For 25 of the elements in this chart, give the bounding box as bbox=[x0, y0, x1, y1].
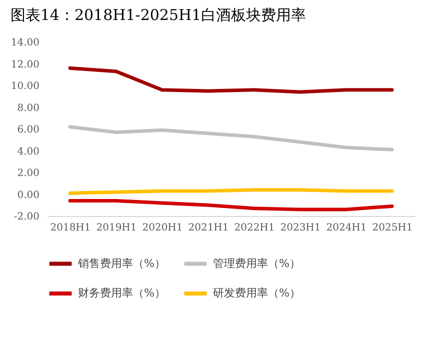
x-tick-label: 2020H1 bbox=[142, 222, 183, 234]
legend-label: 销售费用率（%） bbox=[77, 256, 166, 270]
y-tick-label: 10.00 bbox=[10, 81, 40, 92]
line-series bbox=[68, 199, 394, 212]
legend-label: 研发费用率（%） bbox=[213, 286, 300, 300]
y-tick-label: 4.00 bbox=[17, 146, 40, 158]
x-tick-label: 2021H1 bbox=[188, 222, 229, 234]
y-tick-label: 14.00 bbox=[10, 38, 40, 48]
legend-label: 管理费用率（%） bbox=[213, 256, 300, 270]
x-tick-label: 2022H1 bbox=[234, 222, 275, 234]
x-tick-label: 2025H1 bbox=[372, 222, 413, 234]
x-tick-label: 2018H1 bbox=[50, 222, 91, 234]
x-tick-label: 2019H1 bbox=[96, 222, 137, 234]
line-series bbox=[68, 66, 394, 94]
line-series bbox=[68, 125, 394, 152]
y-tick-label: 8.00 bbox=[17, 102, 40, 114]
legend-label: 财务费用率（%） bbox=[78, 286, 166, 300]
y-tick-label: 2.00 bbox=[17, 168, 40, 179]
x-tick-label: 2024H1 bbox=[326, 222, 367, 234]
y-tick-label: 6.00 bbox=[17, 124, 40, 136]
y-tick-label: 0.00 bbox=[17, 190, 40, 201]
x-tick-label: 2023H1 bbox=[280, 222, 321, 234]
y-tick-label: 12.00 bbox=[10, 59, 40, 70]
chart-title: 图表14：2018H1-2025H1白酒板块费用率 bbox=[10, 6, 306, 24]
y-tick-label: -2.00 bbox=[14, 212, 40, 222]
